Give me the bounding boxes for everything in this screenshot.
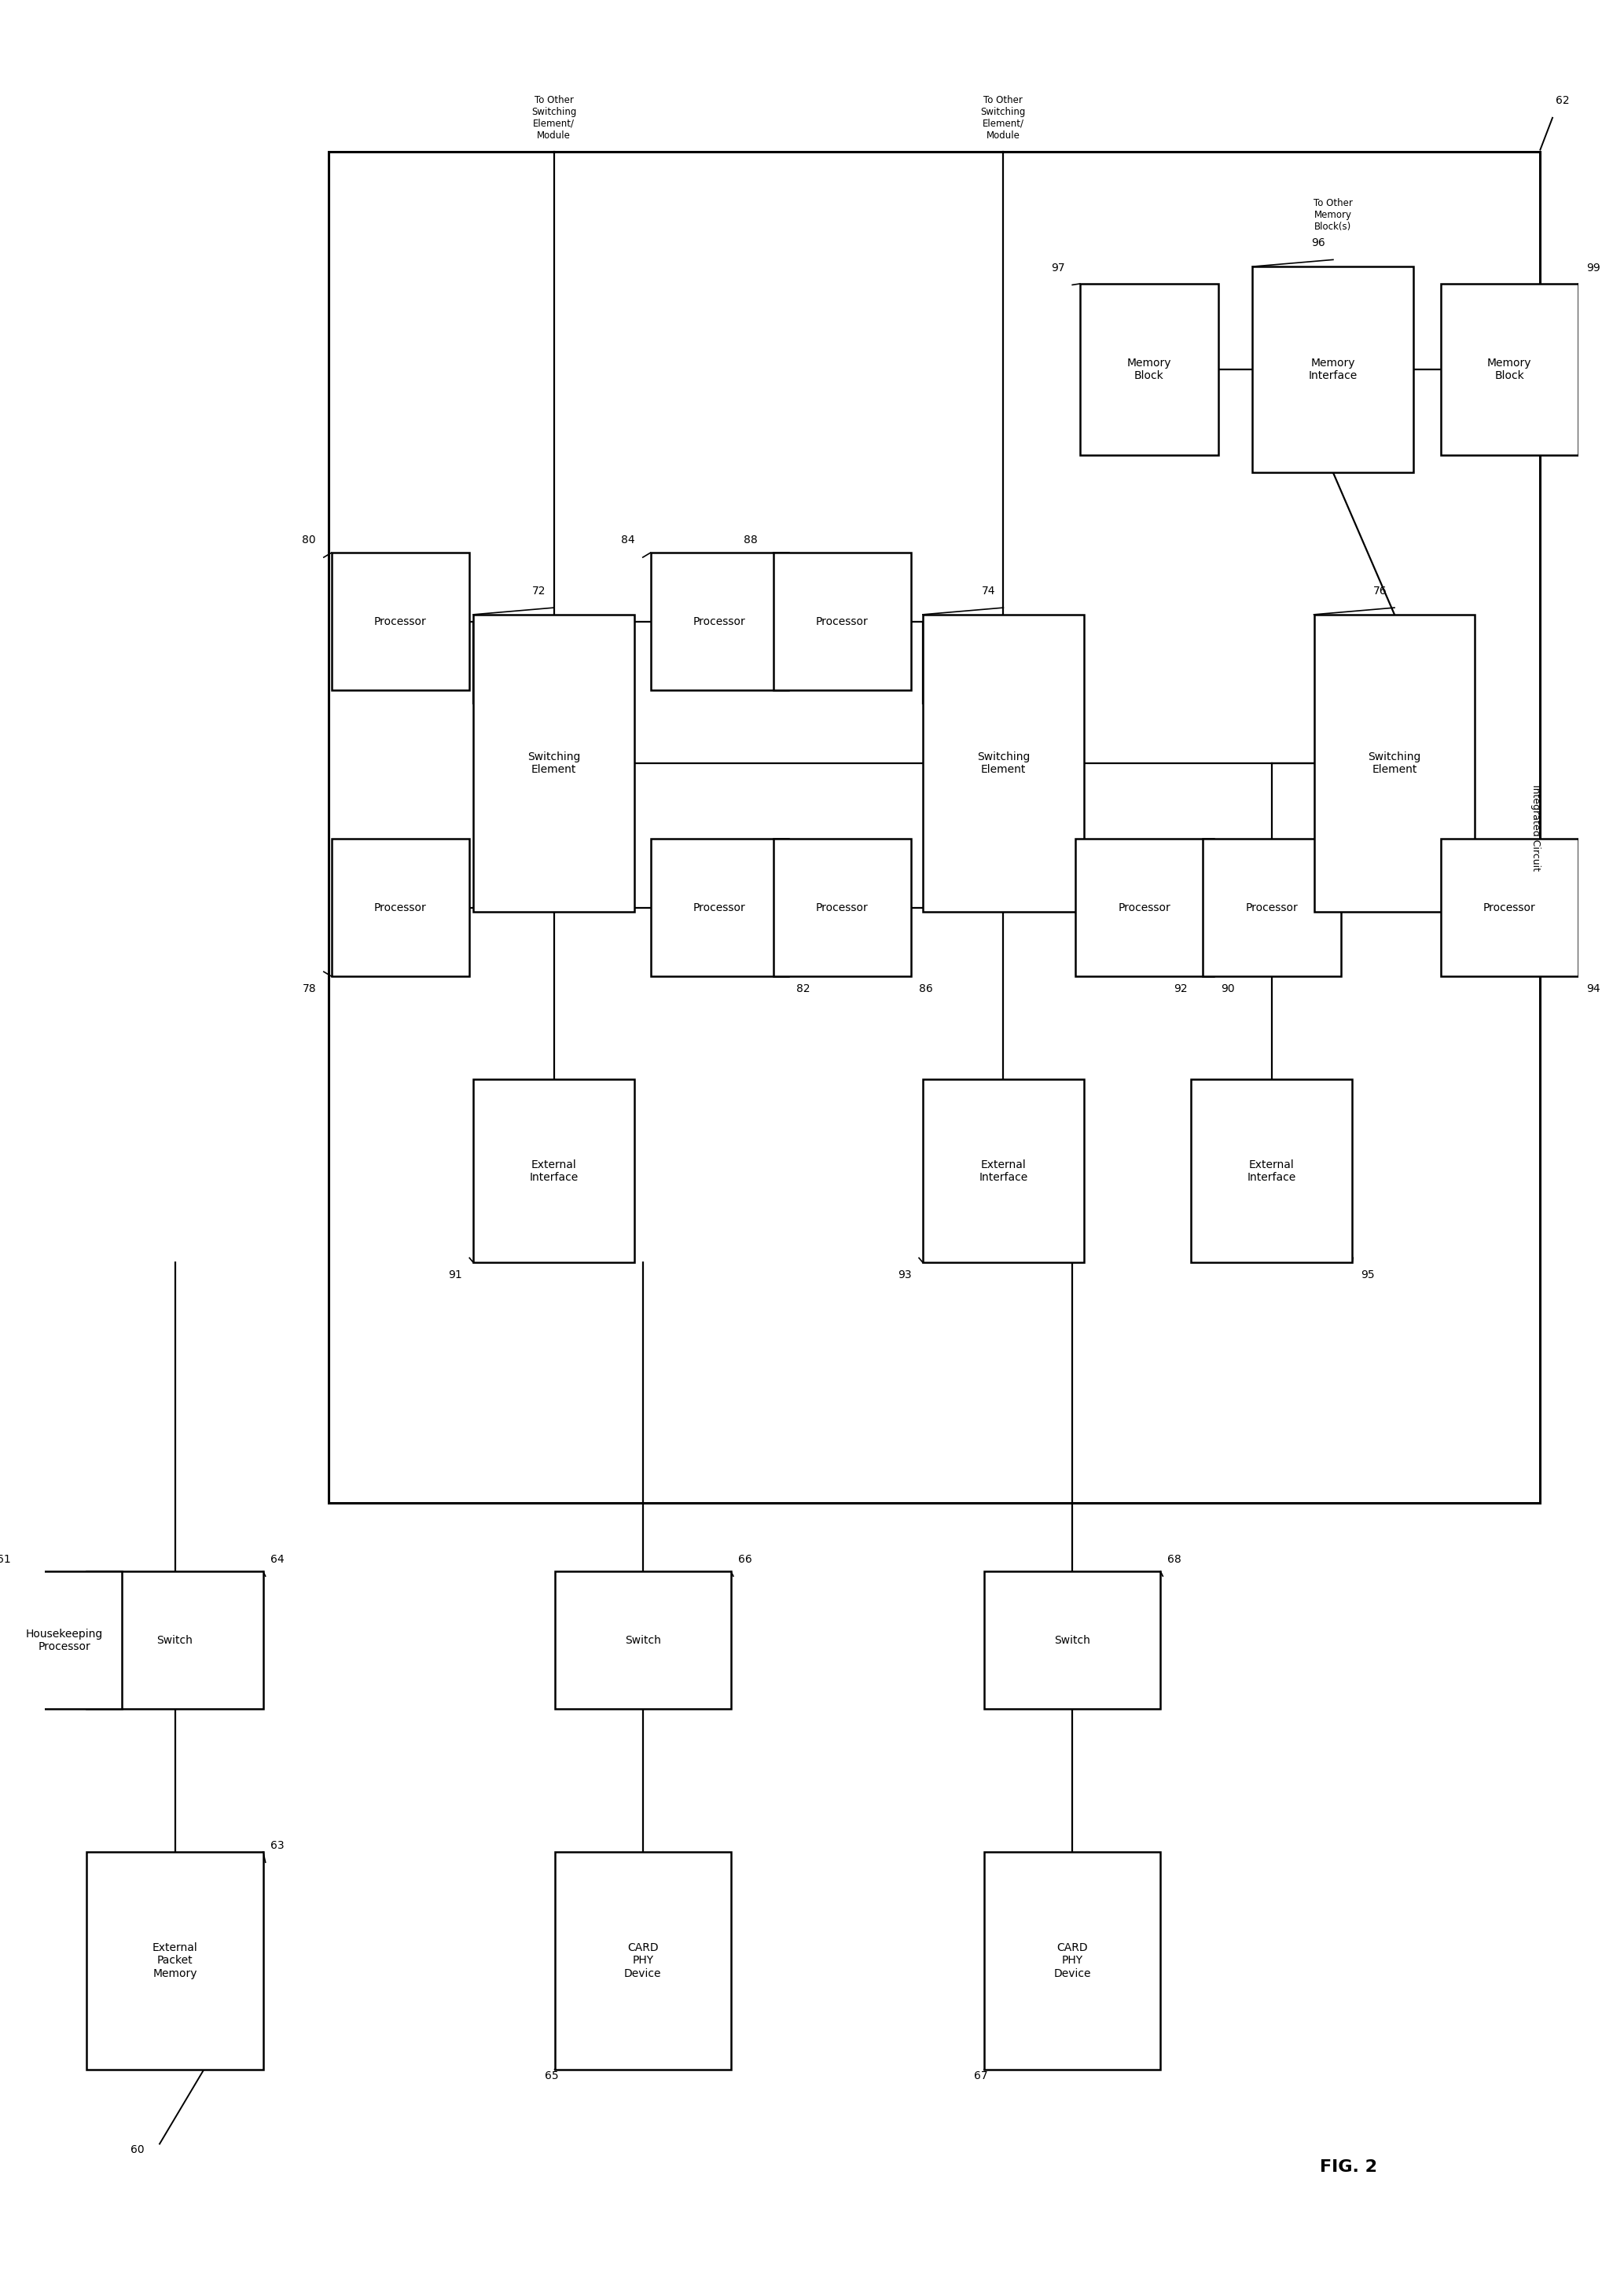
Text: To Other
Memory
Block(s): To Other Memory Block(s) bbox=[1314, 197, 1352, 232]
Bar bbox=[554, 1570, 731, 1708]
Text: External
Interface: External Interface bbox=[1248, 1159, 1296, 1182]
Bar bbox=[774, 838, 912, 976]
Bar bbox=[332, 553, 469, 691]
Text: Memory
Block: Memory Block bbox=[1126, 358, 1171, 381]
Bar bbox=[1440, 285, 1578, 455]
Text: 92: 92 bbox=[1174, 983, 1187, 994]
Text: CARD
PHY
Device: CARD PHY Device bbox=[625, 1942, 662, 1979]
Text: To Other
Switching
Element/
Module: To Other Switching Element/ Module bbox=[532, 94, 577, 140]
Bar bbox=[1440, 838, 1578, 976]
Text: 84: 84 bbox=[622, 535, 634, 546]
Text: 63: 63 bbox=[271, 1839, 284, 1851]
Text: Processor: Processor bbox=[694, 902, 747, 914]
Text: Processor: Processor bbox=[1118, 902, 1171, 914]
Text: Processor: Processor bbox=[1483, 902, 1536, 914]
Text: Processor: Processor bbox=[694, 615, 747, 627]
Bar bbox=[473, 615, 634, 912]
Bar bbox=[1080, 285, 1218, 455]
Text: FIG. 2: FIG. 2 bbox=[1320, 2158, 1378, 2174]
Text: 91: 91 bbox=[449, 1270, 461, 1281]
Text: To Other
Switching
Element/
Module: To Other Switching Element/ Module bbox=[980, 94, 1025, 140]
Text: Switching
Element: Switching Element bbox=[977, 751, 1030, 776]
Bar bbox=[6, 1570, 122, 1708]
Text: Switch: Switch bbox=[625, 1635, 662, 1646]
Bar bbox=[923, 1079, 1085, 1263]
Bar bbox=[328, 152, 1540, 1504]
Bar bbox=[1314, 615, 1475, 912]
Bar bbox=[1075, 838, 1213, 976]
Text: Housekeeping
Processor: Housekeeping Processor bbox=[26, 1628, 103, 1653]
Bar bbox=[87, 1570, 263, 1708]
Text: 97: 97 bbox=[1051, 262, 1065, 273]
Text: 62: 62 bbox=[1556, 96, 1570, 106]
Text: Switch: Switch bbox=[157, 1635, 192, 1646]
Text: Processor: Processor bbox=[1245, 902, 1298, 914]
Text: 96: 96 bbox=[1312, 236, 1325, 248]
Text: Processor: Processor bbox=[815, 902, 868, 914]
Text: 78: 78 bbox=[303, 983, 316, 994]
Text: 90: 90 bbox=[1221, 983, 1235, 994]
Text: 61: 61 bbox=[0, 1554, 11, 1564]
Bar bbox=[1203, 838, 1341, 976]
Text: 60: 60 bbox=[130, 2144, 144, 2156]
Text: Integrated Circuit: Integrated Circuit bbox=[1530, 785, 1541, 870]
Text: Processor: Processor bbox=[375, 615, 426, 627]
Text: Switching
Element: Switching Element bbox=[527, 751, 580, 776]
Text: 72: 72 bbox=[532, 585, 546, 597]
Text: 88: 88 bbox=[743, 535, 758, 546]
Text: 86: 86 bbox=[920, 983, 932, 994]
Text: 74: 74 bbox=[982, 585, 995, 597]
Text: External
Packet
Memory: External Packet Memory bbox=[152, 1942, 197, 1979]
Text: Switch: Switch bbox=[1054, 1635, 1091, 1646]
Text: Memory
Block: Memory Block bbox=[1487, 358, 1532, 381]
Bar bbox=[87, 1853, 263, 2069]
Bar bbox=[984, 1570, 1160, 1708]
Bar bbox=[650, 838, 788, 976]
Text: 93: 93 bbox=[897, 1270, 912, 1281]
Text: 68: 68 bbox=[1168, 1554, 1181, 1564]
Text: 80: 80 bbox=[303, 535, 316, 546]
Bar bbox=[984, 1853, 1160, 2069]
Text: 95: 95 bbox=[1360, 1270, 1375, 1281]
Bar bbox=[332, 838, 469, 976]
Text: Processor: Processor bbox=[375, 902, 426, 914]
Bar bbox=[473, 1079, 634, 1263]
Bar bbox=[774, 553, 912, 691]
Text: Switching
Element: Switching Element bbox=[1368, 751, 1421, 776]
Text: 66: 66 bbox=[739, 1554, 751, 1564]
Text: External
Interface: External Interface bbox=[529, 1159, 578, 1182]
Text: 82: 82 bbox=[796, 983, 811, 994]
Text: CARD
PHY
Device: CARD PHY Device bbox=[1054, 1942, 1091, 1979]
Bar bbox=[1192, 1079, 1352, 1263]
Text: 67: 67 bbox=[974, 2071, 988, 2082]
Bar bbox=[923, 615, 1085, 912]
Text: 76: 76 bbox=[1373, 585, 1387, 597]
Bar bbox=[554, 1853, 731, 2069]
Text: 65: 65 bbox=[545, 2071, 559, 2082]
Text: Processor: Processor bbox=[815, 615, 868, 627]
Bar bbox=[1253, 266, 1413, 473]
Bar bbox=[650, 553, 788, 691]
Text: 64: 64 bbox=[271, 1554, 284, 1564]
Text: 94: 94 bbox=[1586, 983, 1600, 994]
Text: 99: 99 bbox=[1586, 262, 1600, 273]
Text: External
Interface: External Interface bbox=[979, 1159, 1028, 1182]
Text: Memory
Interface: Memory Interface bbox=[1309, 358, 1357, 381]
